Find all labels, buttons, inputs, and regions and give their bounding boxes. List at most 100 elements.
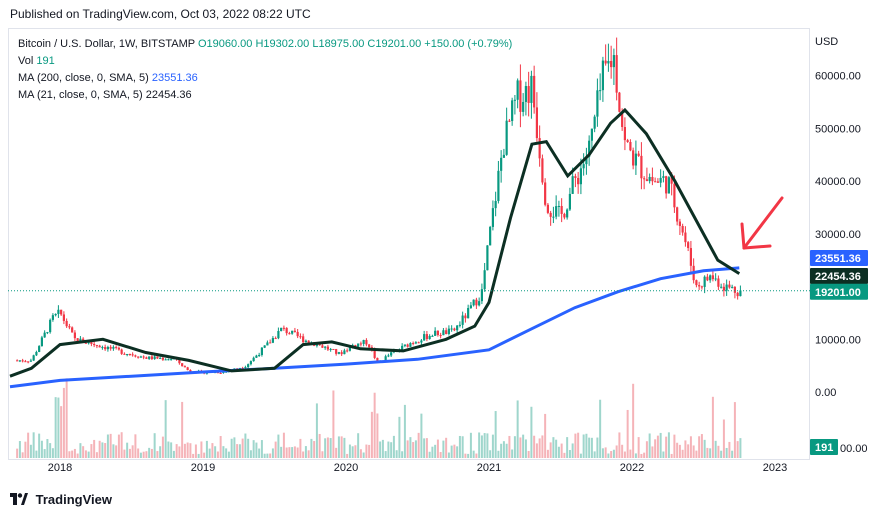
candle-body <box>16 360 19 362</box>
volume-bar <box>337 436 340 458</box>
candle-body <box>368 344 371 348</box>
candle-body <box>593 116 596 129</box>
volume-bar <box>412 442 415 458</box>
candle-body <box>296 331 299 337</box>
candle-body <box>260 347 263 356</box>
candle-body <box>390 352 393 356</box>
candle-body <box>238 367 241 369</box>
candle-body <box>164 359 167 361</box>
annotation-arrow <box>740 196 784 250</box>
legend-ma21-label: MA (21, close, 0, SMA, 5) <box>18 89 143 101</box>
candle-body <box>282 327 285 329</box>
tradingview-logo[interactable]: TradingView <box>10 492 112 507</box>
volume-bar <box>280 446 283 458</box>
volume-bar <box>186 442 189 458</box>
candle-body <box>150 356 153 360</box>
candle-body <box>678 221 681 226</box>
candle-body <box>522 101 525 112</box>
volume-bar <box>71 450 74 458</box>
ma21-line <box>9 107 741 378</box>
x-tick-label: 2021 <box>477 462 501 474</box>
candle-body <box>183 366 186 368</box>
x-tick-label: 2022 <box>620 462 644 474</box>
candle-body <box>307 340 310 343</box>
candle-body <box>508 120 511 122</box>
candle-body <box>332 348 335 350</box>
volume-bar <box>233 437 236 458</box>
candle-body <box>560 205 563 214</box>
volume-bar <box>577 432 580 458</box>
candle-body <box>274 338 277 340</box>
volume-bar <box>733 402 736 458</box>
volume-bar <box>681 449 684 458</box>
volume-bar <box>659 432 662 458</box>
volume-bar <box>203 452 206 458</box>
candle-body <box>533 75 536 108</box>
candle-body <box>27 361 30 363</box>
x-tick-label: 2018 <box>48 462 72 474</box>
volume-bar <box>618 432 621 458</box>
candle-body <box>689 248 692 266</box>
candle-body <box>676 207 679 222</box>
candle-body <box>456 325 459 331</box>
candle-body <box>739 290 742 297</box>
volume-bar <box>615 445 618 458</box>
volume-bar <box>480 435 483 458</box>
volume-bar <box>159 446 162 458</box>
candle-body <box>670 177 673 184</box>
candle-body <box>247 364 250 368</box>
candle-body <box>673 183 676 208</box>
volume-bar <box>494 411 497 458</box>
volume-bar <box>178 446 181 458</box>
candle-body <box>258 355 261 357</box>
volume-bar <box>524 439 527 458</box>
candle-body <box>123 353 126 355</box>
candle-body <box>134 355 137 357</box>
candle-body <box>280 327 283 332</box>
candle-body <box>480 289 483 302</box>
candle-body <box>90 342 93 344</box>
price-badges: 23551.36 22454.36 19201.00 191 <box>810 250 868 455</box>
candle-body <box>340 352 343 355</box>
candle-body <box>156 356 159 359</box>
candle-body <box>436 330 439 336</box>
volume-bar <box>60 406 63 458</box>
candle-body <box>299 336 302 338</box>
candle-body <box>513 99 516 101</box>
volume-bar <box>194 444 197 458</box>
volume-bar <box>593 451 596 458</box>
candle-body <box>445 330 448 334</box>
volume-bar <box>709 448 712 458</box>
candle-body <box>263 345 266 348</box>
volume-bar <box>365 444 368 458</box>
volume-bar <box>340 436 343 458</box>
volume-bar <box>439 452 442 458</box>
candle-body <box>401 345 404 350</box>
candle-body <box>98 345 101 348</box>
candle-body <box>148 356 151 359</box>
volume-bar <box>263 453 266 458</box>
volume-bar <box>200 441 203 458</box>
volume-bar <box>434 444 437 458</box>
candle-body <box>695 280 698 286</box>
candle-body <box>706 276 709 281</box>
volume-bar <box>313 441 316 458</box>
candle-body <box>651 176 654 182</box>
candle-body <box>590 128 593 141</box>
candle-body <box>409 343 412 347</box>
volume-bar <box>62 387 65 458</box>
candle-body <box>71 327 74 333</box>
volume-bar <box>24 441 27 458</box>
volume-bar <box>282 432 285 458</box>
candle-body <box>87 342 90 344</box>
volume-bar <box>450 445 453 458</box>
volume-bar <box>109 433 112 458</box>
volume-bar <box>601 448 604 458</box>
volume-bar <box>626 409 629 458</box>
chart-frame[interactable] <box>8 28 810 460</box>
volume-bar <box>65 378 68 458</box>
candle-body <box>491 208 494 227</box>
legend-ma21-row: MA (21, close, 0, SMA, 5) 22454.36 <box>18 87 512 104</box>
candle-body <box>112 346 115 349</box>
